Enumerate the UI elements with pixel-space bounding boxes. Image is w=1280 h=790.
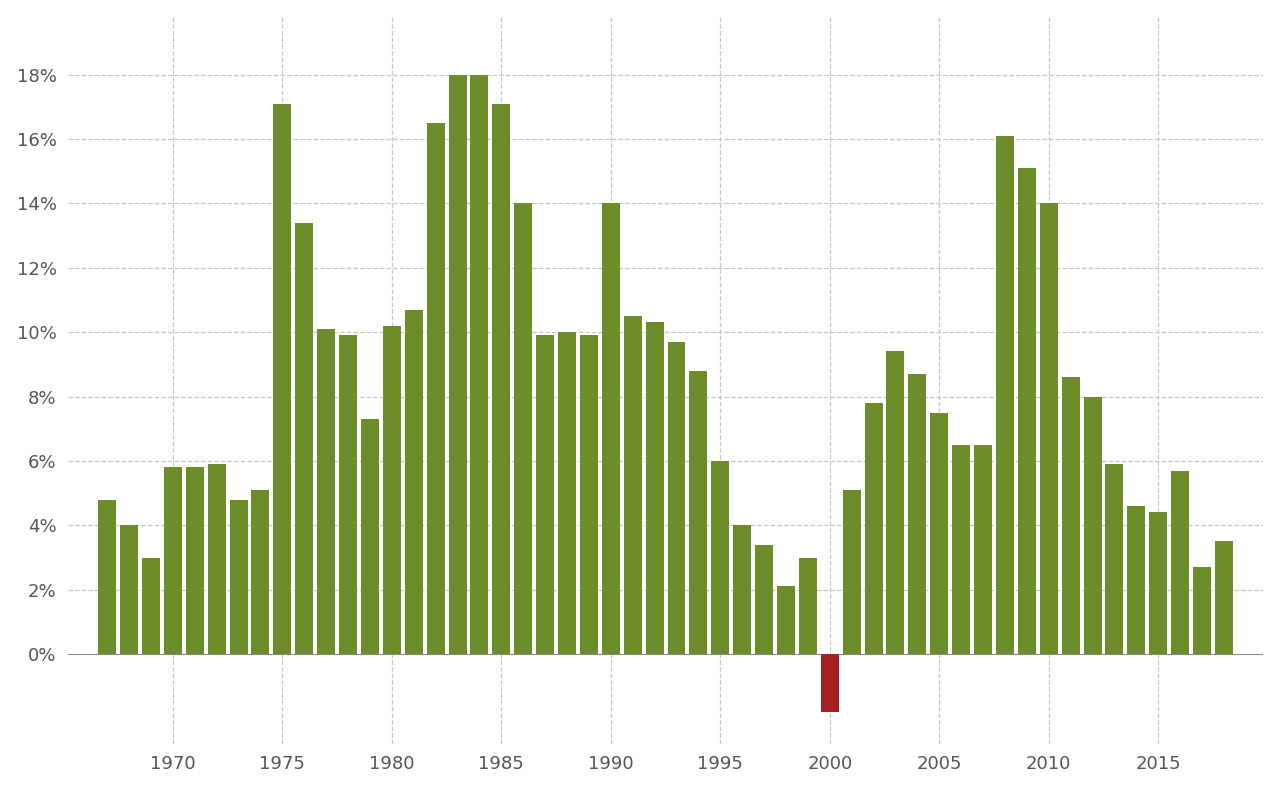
Bar: [1039, 203, 1057, 654]
Bar: [909, 374, 927, 654]
Bar: [383, 325, 401, 654]
Bar: [1018, 168, 1036, 654]
Bar: [777, 586, 795, 654]
Bar: [952, 445, 970, 654]
Bar: [317, 329, 335, 654]
Bar: [1193, 567, 1211, 654]
Bar: [1084, 397, 1102, 654]
Bar: [251, 490, 270, 654]
Bar: [931, 412, 948, 654]
Bar: [733, 525, 751, 654]
Bar: [755, 544, 773, 654]
Bar: [1149, 513, 1167, 654]
Bar: [580, 336, 598, 654]
Bar: [842, 490, 860, 654]
Bar: [493, 103, 511, 654]
Bar: [361, 419, 379, 654]
Bar: [1106, 465, 1124, 654]
Bar: [274, 103, 292, 654]
Bar: [471, 74, 489, 654]
Bar: [602, 203, 620, 654]
Bar: [690, 371, 708, 654]
Bar: [820, 654, 838, 712]
Bar: [712, 461, 730, 654]
Bar: [996, 136, 1014, 654]
Bar: [645, 322, 663, 654]
Bar: [448, 74, 466, 654]
Bar: [339, 336, 357, 654]
Bar: [1215, 541, 1233, 654]
Bar: [1128, 506, 1146, 654]
Bar: [99, 499, 116, 654]
Bar: [229, 499, 247, 654]
Bar: [1171, 471, 1189, 654]
Bar: [164, 468, 182, 654]
Bar: [186, 468, 204, 654]
Bar: [120, 525, 138, 654]
Bar: [974, 445, 992, 654]
Bar: [207, 465, 225, 654]
Bar: [623, 316, 641, 654]
Bar: [1061, 378, 1079, 654]
Bar: [404, 310, 422, 654]
Bar: [536, 336, 554, 654]
Bar: [799, 558, 817, 654]
Bar: [296, 223, 314, 654]
Bar: [515, 203, 532, 654]
Bar: [142, 558, 160, 654]
Bar: [864, 403, 882, 654]
Bar: [558, 332, 576, 654]
Bar: [668, 342, 686, 654]
Bar: [887, 352, 905, 654]
Bar: [426, 123, 444, 654]
